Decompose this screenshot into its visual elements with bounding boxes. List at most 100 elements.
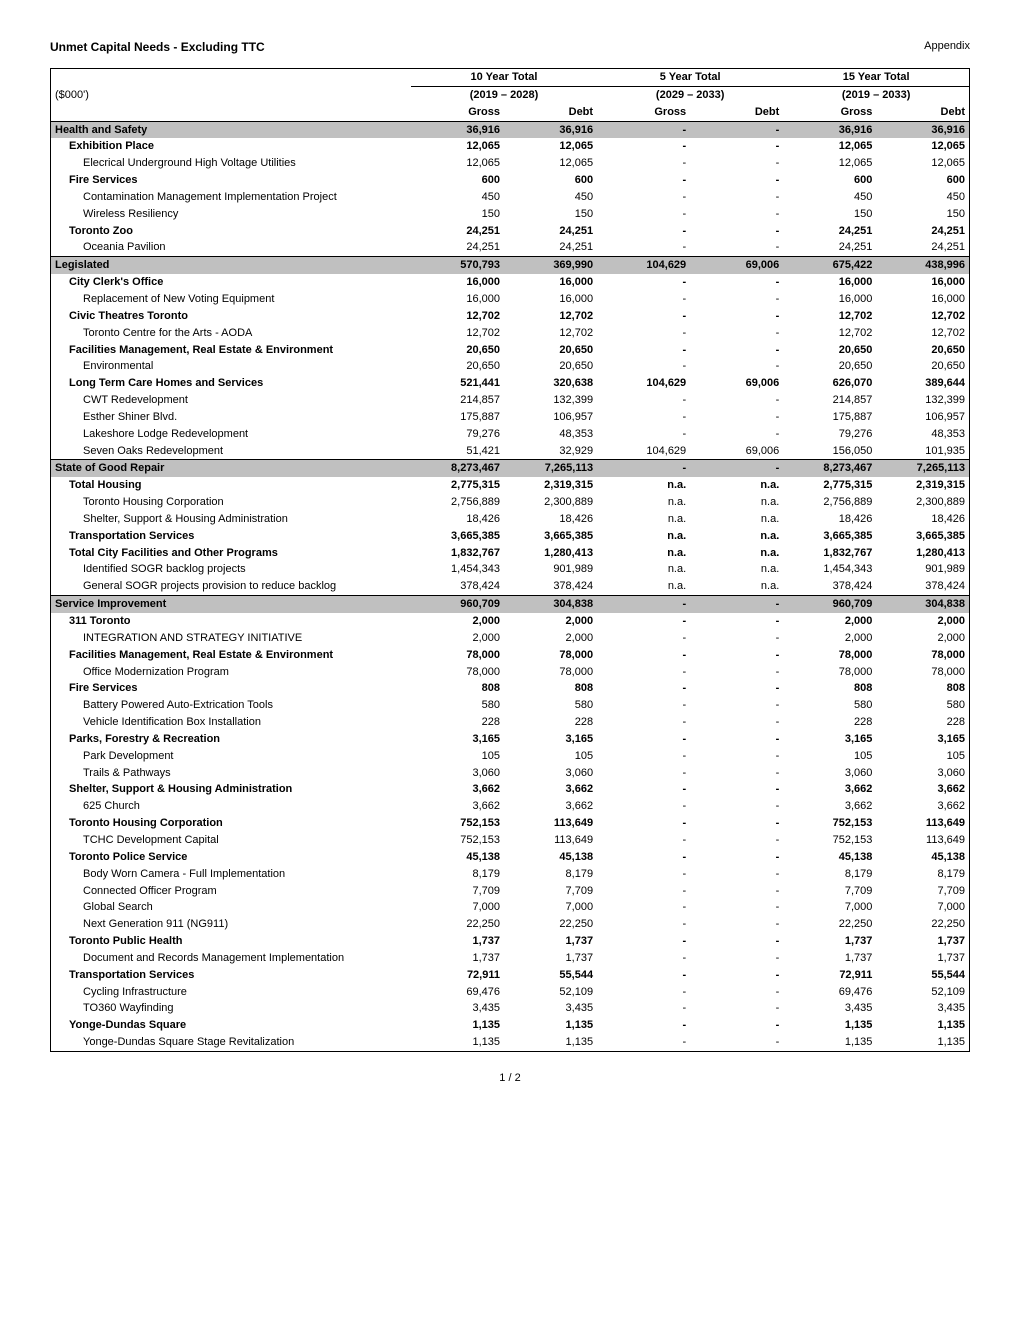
row-value: 45,138	[504, 849, 597, 866]
row-value: 7,000	[876, 899, 969, 916]
row-value: 3,662	[504, 781, 597, 798]
row-value: 8,179	[876, 866, 969, 883]
row-value: 378,424	[411, 578, 504, 595]
row-value: 79,276	[783, 426, 876, 443]
row-value: 12,065	[504, 138, 597, 155]
row-value: 808	[876, 680, 969, 697]
row-value: -	[597, 426, 690, 443]
row-value: 600	[783, 172, 876, 189]
row-value: -	[597, 748, 690, 765]
row-label: Total Housing	[51, 477, 411, 494]
row-value: 156,050	[783, 443, 876, 460]
row-value: 20,650	[876, 342, 969, 359]
table-row: Wireless Resiliency150150--150150	[51, 206, 970, 223]
row-value: 78,000	[504, 664, 597, 681]
row-value: 20,650	[876, 358, 969, 375]
table-row: City Clerk's Office16,00016,000--16,0001…	[51, 274, 970, 291]
row-value: -	[597, 223, 690, 240]
row-value: 752,153	[783, 815, 876, 832]
row-value: -	[690, 647, 783, 664]
row-label: Next Generation 911 (NG911)	[51, 916, 411, 933]
row-value: -	[690, 933, 783, 950]
row-value: 16,000	[876, 291, 969, 308]
appendix-label: Appendix	[924, 40, 970, 54]
row-value: 106,957	[876, 409, 969, 426]
table-row: Civic Theatres Toronto12,70212,702--12,7…	[51, 308, 970, 325]
row-value: 132,399	[876, 392, 969, 409]
row-value: 113,649	[504, 832, 597, 849]
row-value: 2,000	[783, 613, 876, 630]
row-value: 438,996	[876, 257, 969, 274]
row-value: 1,135	[783, 1017, 876, 1034]
table-row: 311 Toronto2,0002,000--2,0002,000	[51, 613, 970, 630]
row-value: 2,775,315	[411, 477, 504, 494]
row-value: -	[597, 596, 690, 613]
row-value: 3,662	[876, 781, 969, 798]
row-value: 1,737	[876, 933, 969, 950]
row-value: 113,649	[504, 815, 597, 832]
col-debt-0: Debt	[504, 104, 597, 121]
row-value: 16,000	[876, 274, 969, 291]
row-value: 8,179	[783, 866, 876, 883]
row-value: -	[690, 291, 783, 308]
row-value: -	[597, 798, 690, 815]
row-label: 625 Church	[51, 798, 411, 815]
table-row: Body Worn Camera - Full Implementation8,…	[51, 866, 970, 883]
row-value: -	[597, 358, 690, 375]
row-value: 3,662	[783, 781, 876, 798]
row-value: -	[690, 984, 783, 1001]
row-value: 8,273,467	[783, 460, 876, 477]
row-value: -	[597, 1034, 690, 1051]
row-value: 24,251	[783, 239, 876, 256]
row-label: Office Modernization Program	[51, 664, 411, 681]
table-row: Document and Records Management Implemen…	[51, 950, 970, 967]
row-value: 3,665,385	[783, 528, 876, 545]
row-value: 22,250	[504, 916, 597, 933]
row-label: Toronto Police Service	[51, 849, 411, 866]
row-value: 228	[411, 714, 504, 731]
row-value: -	[597, 765, 690, 782]
row-value: 79,276	[411, 426, 504, 443]
row-value: -	[690, 223, 783, 240]
row-value: 12,065	[411, 155, 504, 172]
row-value: 36,916	[504, 121, 597, 138]
table-row: Replacement of New Voting Equipment16,00…	[51, 291, 970, 308]
row-value: 2,756,889	[411, 494, 504, 511]
row-value: 7,265,113	[876, 460, 969, 477]
row-value: 36,916	[783, 121, 876, 138]
table-row: Lakeshore Lodge Redevelopment79,27648,35…	[51, 426, 970, 443]
row-value: -	[597, 815, 690, 832]
row-value: 3,662	[504, 798, 597, 815]
row-value: 105	[411, 748, 504, 765]
row-label: Transportation Services	[51, 967, 411, 984]
row-value: 16,000	[504, 291, 597, 308]
row-value: 369,990	[504, 257, 597, 274]
row-value: 521,441	[411, 375, 504, 392]
period-2-title: 15 Year Total	[783, 69, 969, 87]
row-value: 24,251	[504, 239, 597, 256]
row-value: 175,887	[411, 409, 504, 426]
row-value: 378,424	[783, 578, 876, 595]
table-row: Battery Powered Auto-Extrication Tools58…	[51, 697, 970, 714]
row-value: 22,250	[411, 916, 504, 933]
row-label: State of Good Repair	[51, 460, 411, 477]
row-value: 580	[876, 697, 969, 714]
row-value: 106,957	[504, 409, 597, 426]
row-value: 3,662	[876, 798, 969, 815]
row-value: 16,000	[411, 291, 504, 308]
row-value: 78,000	[783, 647, 876, 664]
row-value: -	[690, 172, 783, 189]
row-value: -	[597, 849, 690, 866]
row-value: -	[690, 765, 783, 782]
row-value: 378,424	[876, 578, 969, 595]
period-1-title: 5 Year Total	[597, 69, 783, 87]
row-value: n.a.	[690, 578, 783, 595]
row-value: 105	[504, 748, 597, 765]
row-value: 3,665,385	[876, 528, 969, 545]
row-label: Toronto Housing Corporation	[51, 815, 411, 832]
row-value: -	[690, 358, 783, 375]
row-label: Health and Safety	[51, 121, 411, 138]
row-value: 20,650	[411, 358, 504, 375]
row-value: 113,649	[876, 832, 969, 849]
row-value: 960,709	[411, 596, 504, 613]
